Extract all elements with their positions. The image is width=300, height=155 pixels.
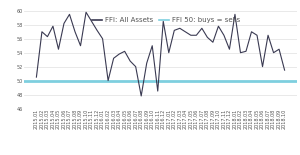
Legend: FFI: All Assets, FFI 50: buys = sells: FFI: All Assets, FFI 50: buys = sells (89, 14, 243, 26)
